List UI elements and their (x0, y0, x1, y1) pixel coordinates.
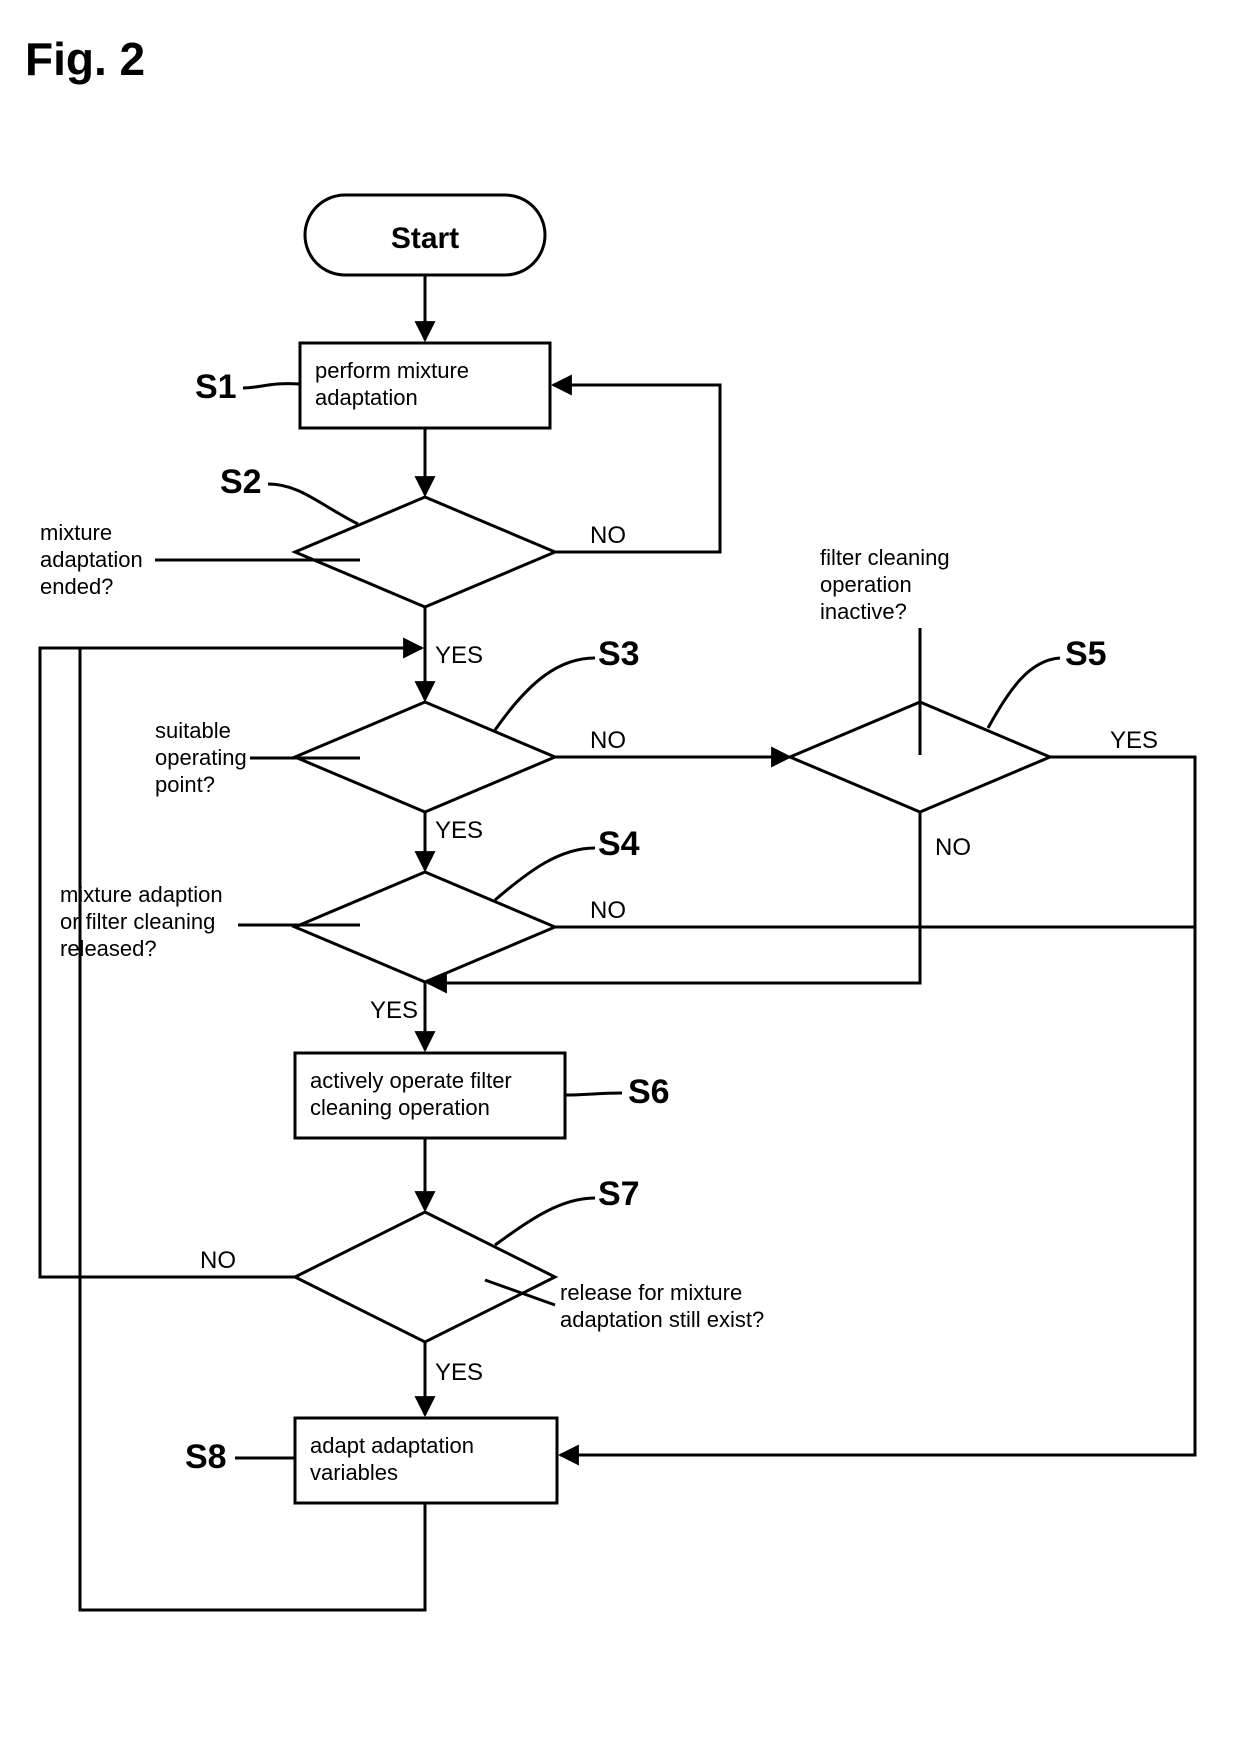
node-s4 (295, 872, 555, 982)
s1-text-2: adaptation (315, 385, 418, 410)
figure-title: Fig. 2 (25, 33, 145, 85)
node-s6: actively operate filter cleaning operati… (295, 1053, 565, 1138)
s3-q-1: suitable (155, 718, 231, 743)
s6-text-1: actively operate filter (310, 1068, 512, 1093)
node-s1: perform mixture adaptation (300, 343, 550, 428)
node-start: Start (305, 195, 545, 275)
label-s1-leader (243, 384, 300, 388)
s8-text-2: variables (310, 1460, 398, 1485)
s4-q-3: released? (60, 936, 157, 961)
start-label: Start (391, 222, 459, 255)
label-s5: S5 (1065, 635, 1107, 673)
label-s8: S8 (185, 1438, 227, 1476)
label-s3: S3 (598, 635, 640, 673)
label-s3-leader (495, 658, 595, 730)
s5-q-1: filter cleaning (820, 545, 950, 570)
label-s6-leader (565, 1093, 622, 1095)
edge-s5-yes-label: YES (1110, 727, 1158, 754)
s8-text-1: adapt adaptation (310, 1433, 474, 1458)
s2-q-1: mixture (40, 520, 112, 545)
edge-s5-no-label: NO (935, 834, 971, 861)
s5-q-3: inactive? (820, 599, 907, 624)
edge-s3-no-label: NO (590, 727, 626, 754)
label-s2-leader (268, 484, 358, 524)
edge-s4-no-label: NO (590, 897, 626, 924)
label-s6: S6 (628, 1073, 670, 1111)
s2-q-2: adaptation (40, 547, 143, 572)
label-s1: S1 (195, 368, 237, 406)
s4-q-1: mixture adaption (60, 882, 223, 907)
edge-s5-no (428, 812, 920, 983)
s2-q-3: ended? (40, 574, 113, 599)
s5-q-2: operation (820, 572, 912, 597)
label-s2: S2 (220, 463, 262, 501)
edge-s2-no (553, 385, 720, 552)
label-s4-leader (495, 848, 595, 900)
s6-text-2: cleaning operation (310, 1095, 490, 1120)
label-s7: S7 (598, 1175, 640, 1213)
label-s4: S4 (598, 825, 640, 863)
s4-q-2: or filter cleaning (60, 909, 215, 934)
edge-s4-yes-label: YES (370, 997, 418, 1024)
edge-s7-yes-label: YES (435, 1359, 483, 1386)
s3-q-3: point? (155, 772, 215, 797)
edge-s7-no-label: NO (200, 1247, 236, 1274)
label-s5-leader (988, 658, 1060, 728)
s3-q-2: operating (155, 745, 247, 770)
edge-s2-yes-label: YES (435, 642, 483, 669)
edge-s3-yes-label: YES (435, 817, 483, 844)
edge-s2-no-label: NO (590, 522, 626, 549)
s1-text-1: perform mixture (315, 358, 469, 383)
label-s7-leader (495, 1198, 595, 1245)
s7-q-1: release for mixture (560, 1280, 742, 1305)
node-s2 (295, 497, 555, 607)
node-s8: adapt adaptation variables (295, 1418, 557, 1503)
s7-q-2: adaptation still exist? (560, 1307, 764, 1332)
